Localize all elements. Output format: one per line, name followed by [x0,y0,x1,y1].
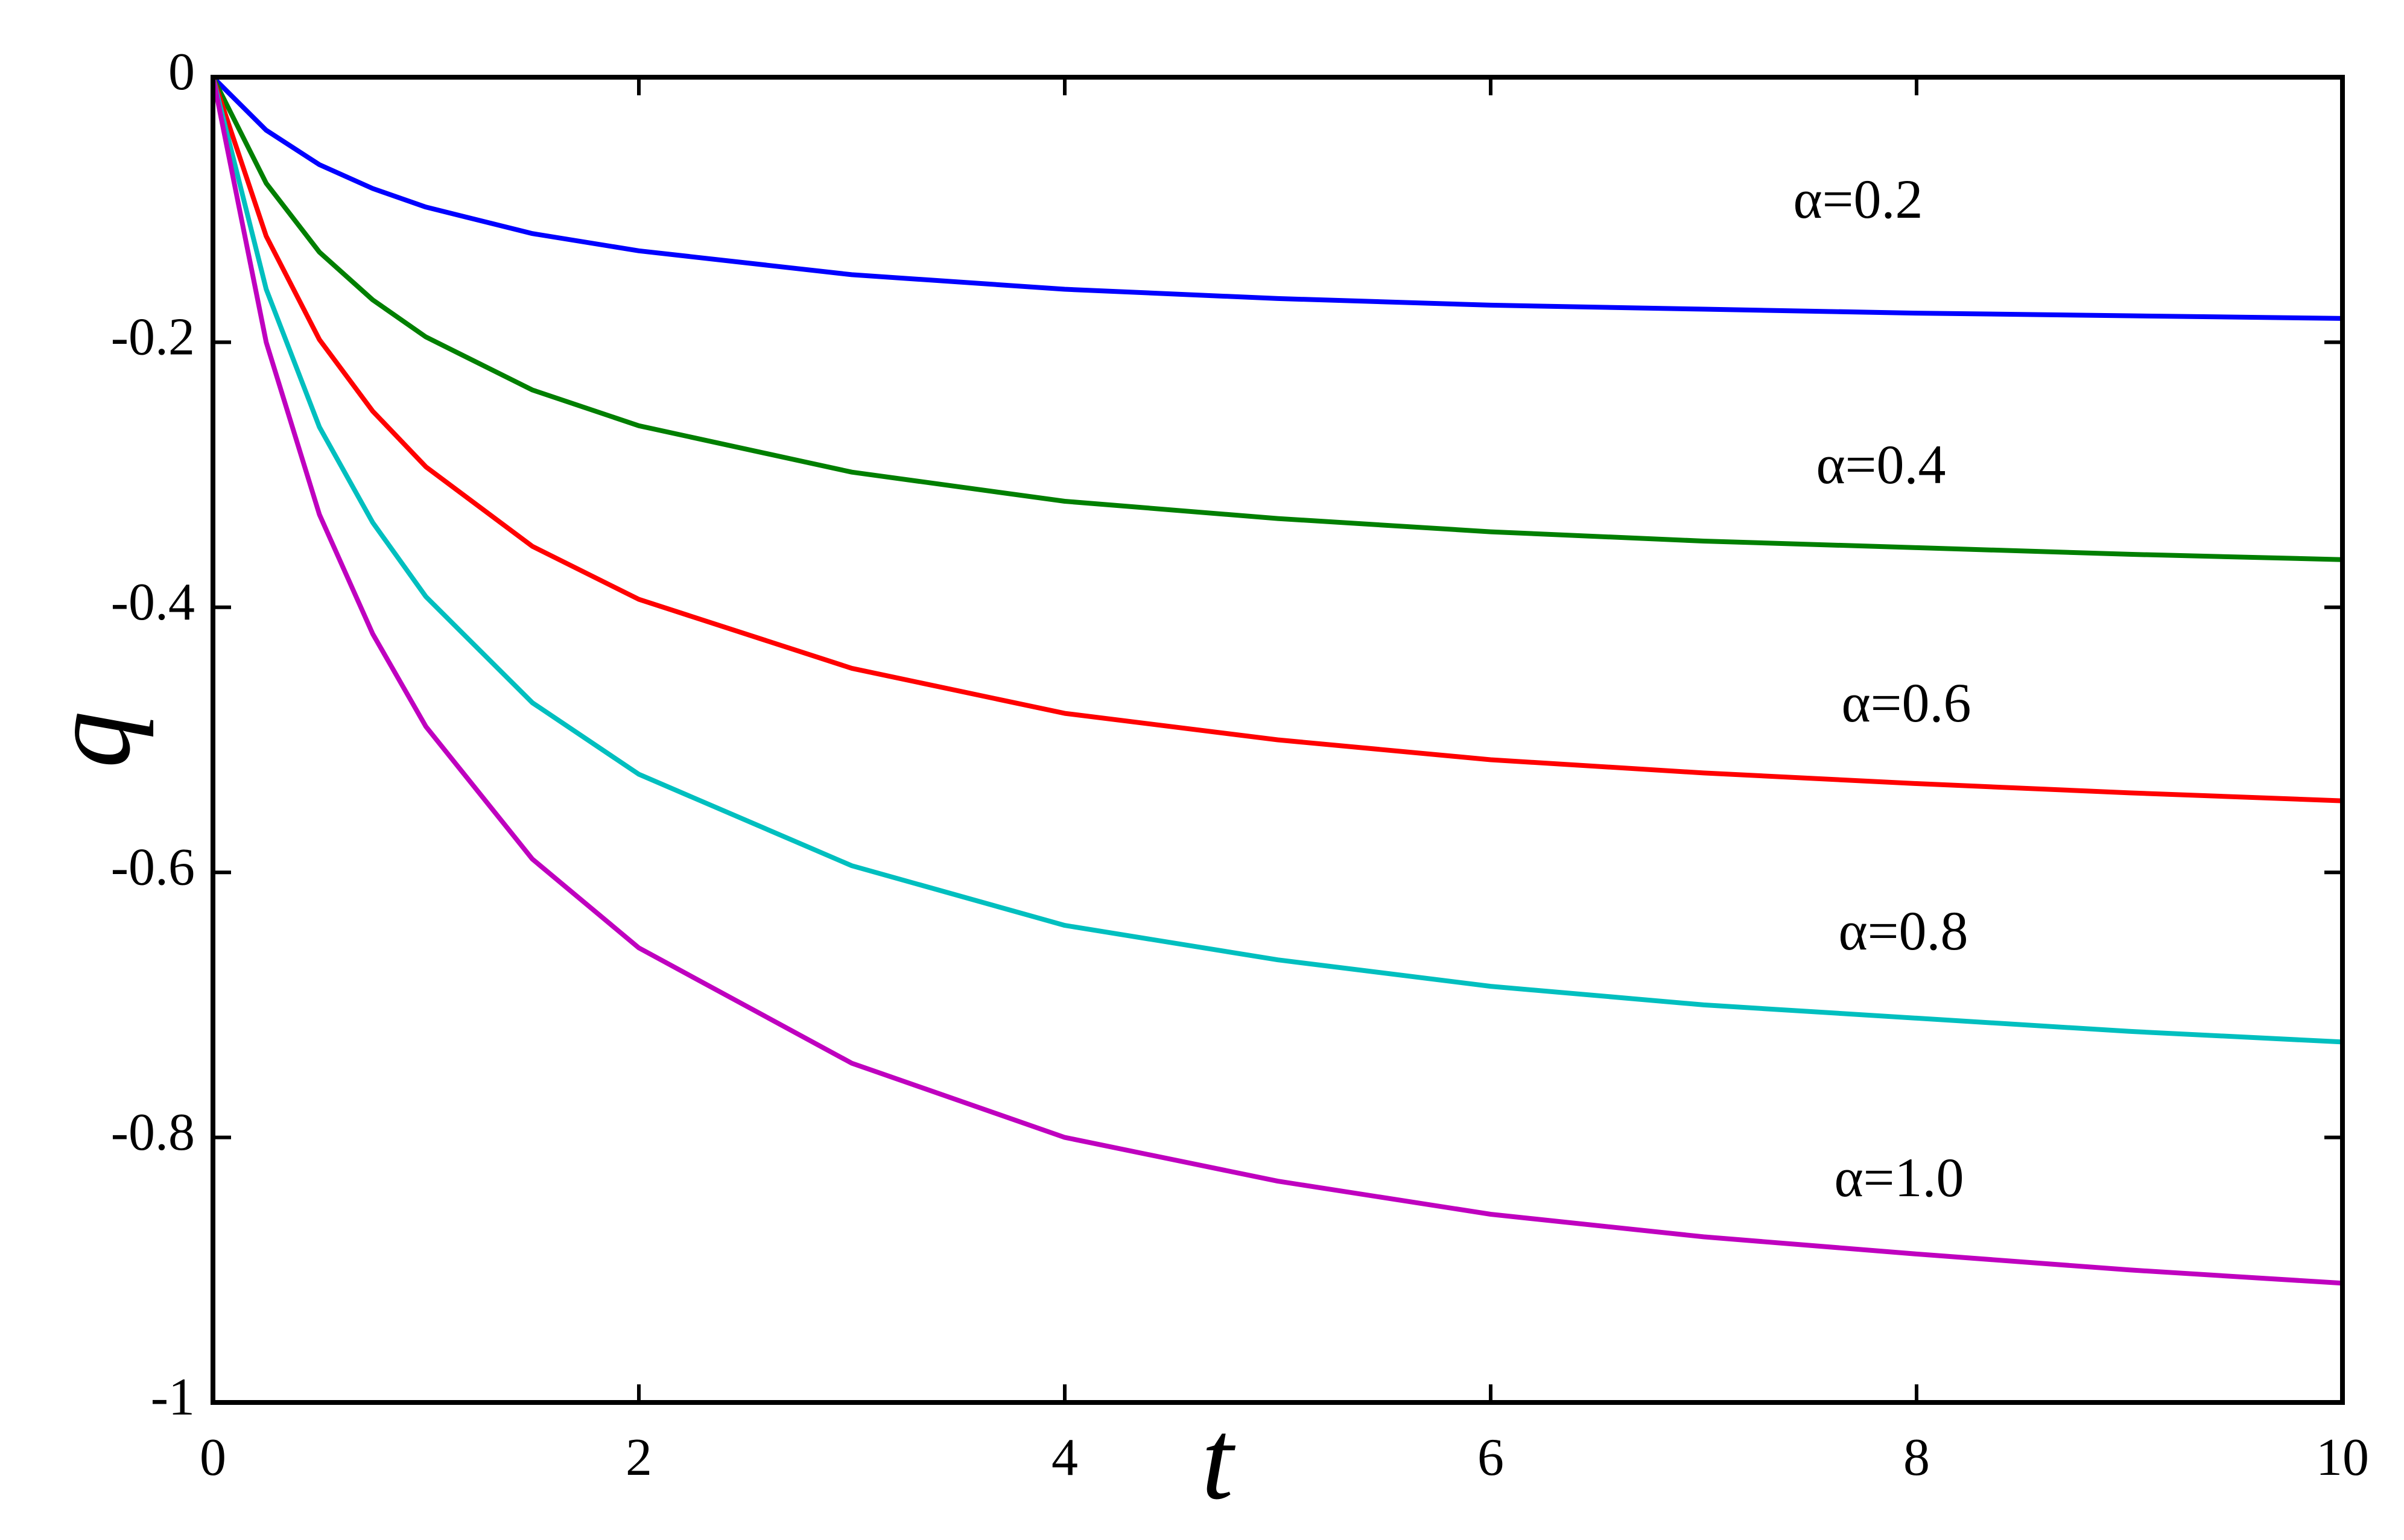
series-label: α=1.0 [1834,1147,1964,1208]
y-axis-label: q [28,711,154,768]
plot-frame [211,75,2345,1405]
line-series [211,76,2343,803]
y-tick-label: -0.8 [111,1103,195,1162]
y-tick-label: -1 [151,1368,195,1427]
y-tick-label: -0.4 [111,573,195,632]
line-series [211,77,2343,1286]
series-label: α=0.4 [1816,434,1946,495]
x-tick-label: 0 [200,1428,226,1487]
x-tick-label: 10 [2316,1428,2369,1487]
line-series [211,76,2343,562]
line-series [211,75,2343,321]
series-label: α=0.2 [1793,168,1923,230]
x-tick-label: 6 [1477,1428,1504,1487]
y-tick-label: 0 [168,43,195,101]
x-tick-label: 2 [626,1428,652,1487]
series-label: α=0.8 [1838,900,1968,962]
line-series [211,77,2343,1045]
x-axis-label: t [1202,1397,1236,1524]
x-tick-label: 4 [1051,1428,1078,1487]
series-label: α=0.6 [1841,672,1971,734]
x-tick-label: 8 [1903,1428,1930,1487]
y-tick-label: -0.6 [111,838,195,896]
y-tick-label: -0.2 [111,308,195,367]
